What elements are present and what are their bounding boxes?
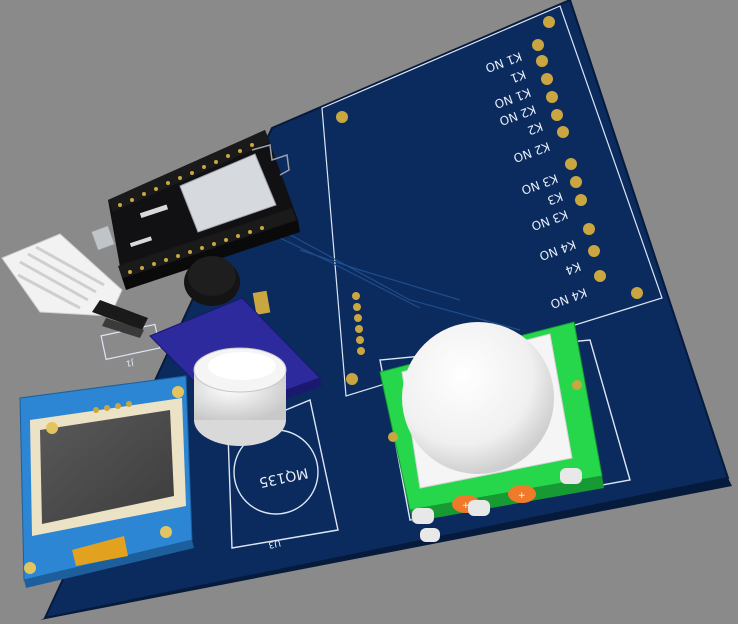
header-pad bbox=[352, 292, 360, 300]
terminal-pad bbox=[565, 158, 577, 170]
terminal-pad bbox=[570, 176, 582, 188]
header-pad bbox=[353, 303, 361, 311]
terminal-label: K1 bbox=[508, 67, 527, 85]
terminal-pad bbox=[588, 245, 600, 257]
mounting-hole bbox=[346, 373, 358, 385]
u3-designator: U3 bbox=[267, 537, 281, 549]
header-pad bbox=[354, 314, 362, 322]
terminal-label: K4 bbox=[563, 259, 582, 277]
terminal-pad bbox=[546, 91, 558, 103]
terminal-pad bbox=[532, 39, 544, 51]
j1-designator: J1 bbox=[125, 358, 135, 368]
pcb-traces bbox=[279, 231, 521, 331]
dht-sensor bbox=[1, 233, 148, 338]
terminal-pad bbox=[583, 223, 595, 235]
header-pad bbox=[355, 325, 363, 333]
oled-display bbox=[19, 375, 194, 588]
header-pins bbox=[352, 292, 365, 355]
terminal-label: K3 bbox=[545, 189, 564, 207]
terminal-pad bbox=[594, 270, 606, 282]
header-pad bbox=[356, 336, 364, 344]
terminal-pad bbox=[551, 109, 563, 121]
terminal-pad bbox=[541, 73, 553, 85]
terminal-pad bbox=[575, 194, 587, 206]
svg-text:+: + bbox=[462, 501, 470, 511]
oled-screen bbox=[40, 410, 174, 524]
nodemcu-esp8266 bbox=[90, 130, 300, 290]
mounting-hole bbox=[336, 111, 348, 123]
terminal-pad bbox=[536, 55, 548, 67]
buzzer bbox=[184, 256, 271, 315]
pcb-board-edge bbox=[40, 478, 732, 620]
svg-text:+: + bbox=[518, 491, 526, 501]
terminal-pad bbox=[557, 126, 569, 138]
mounting-hole bbox=[543, 16, 555, 28]
terminal-label: K2 bbox=[525, 119, 544, 137]
pir-sensor: + + bbox=[379, 321, 604, 542]
relay-outline bbox=[321, 5, 663, 397]
header-pad bbox=[357, 347, 365, 355]
mq135-module bbox=[149, 297, 322, 446]
mounting-hole bbox=[631, 287, 643, 299]
